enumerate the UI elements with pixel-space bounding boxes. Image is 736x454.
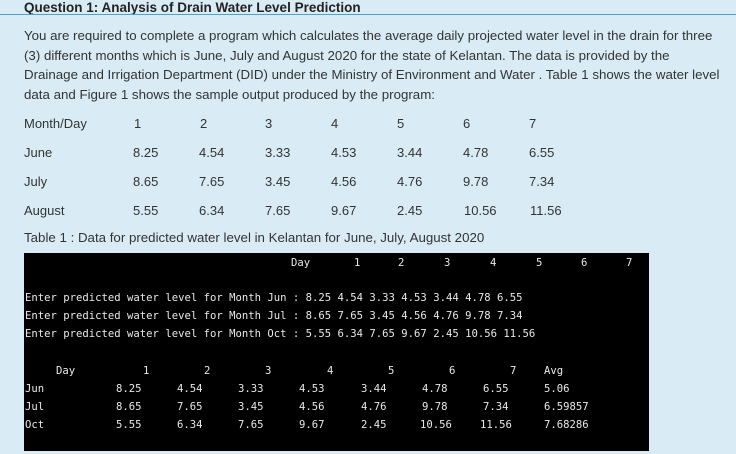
table-cell: 8.25 (133, 145, 159, 160)
console-out-cell: 3.45 (238, 401, 264, 413)
table-header-cell: 2 (200, 116, 208, 131)
console-out-cell: Jun (25, 383, 45, 395)
console-out-cell: 8.65 (116, 401, 142, 413)
console-out-cell: 5.55 (116, 419, 142, 431)
question-description: You are required to complete a program w… (24, 28, 720, 102)
table-cell: 9.78 (463, 174, 489, 189)
console-out-cell: 3.44 (361, 383, 387, 395)
console-out-header-cell: 2 (204, 365, 211, 377)
console-header-cell: Day (291, 257, 311, 269)
console-out-cell: 4.76 (361, 401, 387, 413)
console-out-header-cell: 6 (449, 365, 456, 377)
console-header-cell: 3 (444, 257, 451, 269)
console-out-cell: 3.33 (238, 383, 264, 395)
console-header-cell: 7 (626, 257, 633, 269)
table-cell: 4.76 (397, 174, 423, 189)
table-caption: Table 1 : Data for predicted water level… (24, 230, 485, 245)
console-out-header-cell: 3 (265, 365, 272, 377)
console-out-cell: 7.34 (483, 401, 509, 413)
console-header-cell: 2 (398, 257, 405, 269)
console-out-header-cell: 5 (388, 365, 395, 377)
table-header-cell: 4 (331, 116, 339, 131)
table-cell: 3.44 (397, 145, 423, 160)
table-cell: 4.56 (331, 174, 357, 189)
console-out-header-cell: 4 (327, 365, 334, 377)
console-input-line: Enter predicted water level for Month Ju… (25, 310, 523, 322)
console-out-cell: 4.56 (299, 401, 325, 413)
console-out-cell: 2.45 (361, 419, 387, 431)
console-out-cell: 4.53 (299, 383, 325, 395)
table-cell: 6.34 (199, 203, 225, 218)
table-cell: 8.65 (133, 174, 159, 189)
console-out-cell: 4.54 (177, 383, 203, 395)
console-out-cell: Oct (25, 419, 45, 431)
table-cell: 4.78 (463, 145, 489, 160)
table-cell: 7.65 (265, 203, 291, 218)
console-out-header-cell: 1 (143, 365, 150, 377)
console-out-cell: 6.55 (483, 383, 509, 395)
console-out-cell: 8.25 (116, 383, 142, 395)
table-cell: 4.54 (199, 145, 225, 160)
console-out-header-cell: 7 (510, 365, 517, 377)
console-out-cell: 4.78 (422, 383, 448, 395)
console-out-cell: 9.67 (299, 419, 325, 431)
table-header-cell: Month/Day (24, 116, 87, 131)
table-cell: 3.33 (265, 145, 291, 160)
console-out-cell: 7.68286 (544, 419, 589, 431)
console-out-cell: 7.65 (177, 401, 203, 413)
table-cell: 5.55 (133, 203, 159, 218)
console-header-band (24, 253, 649, 273)
console-out-header-cell: Avg (544, 365, 564, 377)
table-cell: June (24, 145, 53, 160)
console-header-cell: 5 (536, 257, 543, 269)
console-out-header-cell: Day (56, 365, 76, 377)
console-header-cell: 6 (581, 257, 588, 269)
console-out-cell: 9.78 (422, 401, 448, 413)
console-out-cell: 11.56 (480, 419, 512, 431)
console-header-cell: 4 (490, 257, 497, 269)
title-divider (0, 14, 736, 15)
table-cell: 7.34 (529, 174, 555, 189)
console-out-cell: Jul (25, 401, 45, 413)
table-cell: 4.53 (331, 145, 357, 160)
table-header-cell: 6 (463, 116, 471, 131)
table-cell: 9.67 (331, 203, 357, 218)
table-cell: 11.56 (530, 203, 562, 218)
console-out-cell: 10.56 (420, 419, 452, 431)
table-header-cell: 3 (265, 116, 273, 131)
table-cell: 2.45 (397, 203, 423, 218)
table-cell: 3.45 (265, 174, 291, 189)
table-cell: 6.55 (529, 145, 555, 160)
console-input-line: Enter predicted water level for Month Ju… (25, 292, 523, 304)
console-output: Day 1 2 3 4 5 6 7 Enter predicted water … (24, 253, 649, 451)
table-header-cell: 1 (134, 116, 142, 131)
console-out-cell: 6.59857 (544, 401, 589, 413)
table-cell: 7.65 (199, 174, 225, 189)
table-header-cell: 5 (397, 116, 405, 131)
console-header-cell: 1 (354, 257, 361, 269)
table-cell: July (24, 174, 48, 189)
table-cell: August (24, 203, 65, 218)
console-out-cell: 7.65 (238, 419, 264, 431)
table-cell: 10.56 (464, 203, 497, 218)
question-title: Question 1: Analysis of Drain Water Leve… (24, 0, 361, 15)
console-out-cell: 5.06 (544, 383, 570, 395)
console-out-cell: 6.34 (177, 419, 203, 431)
table-header-cell: 7 (529, 116, 537, 131)
console-input-line: Enter predicted water level for Month Oc… (25, 328, 536, 340)
